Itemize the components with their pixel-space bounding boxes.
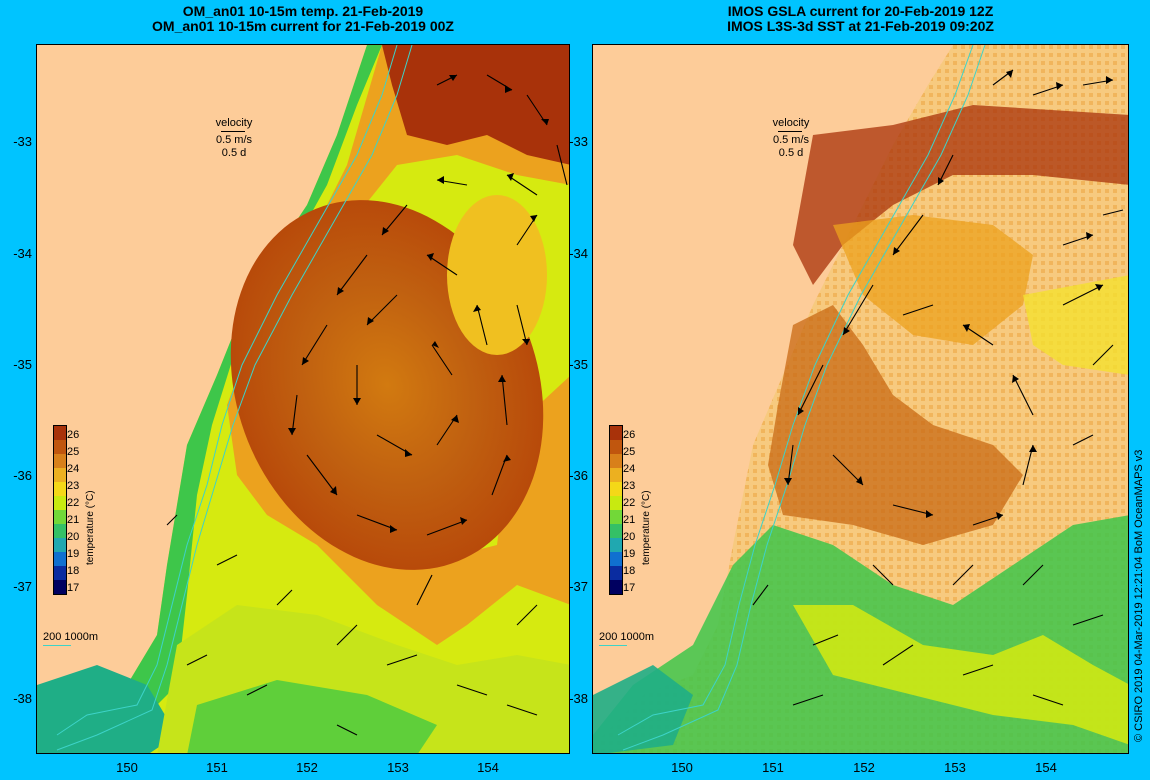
colorbar-label: 19 — [67, 548, 80, 560]
velocity-speed: 0.5 m/s — [772, 134, 810, 146]
isobath-labels: 200 1000m — [599, 631, 655, 643]
y-tick: -35 — [569, 357, 588, 372]
isobath-200m — [56, 45, 398, 736]
colorbar-label: 24 — [623, 463, 636, 475]
colorbar-label: 24 — [67, 463, 80, 475]
colorbar-label: 25 — [623, 446, 636, 458]
sst-warm-north — [793, 105, 1128, 285]
velocity-label: velocity — [215, 117, 253, 129]
y-tick: -37 — [569, 579, 588, 594]
colorbar-unit: temperature (°C) — [641, 490, 652, 565]
colorbar-unit: temperature (°C) — [85, 490, 96, 565]
velocity-scale-arrow — [194, 130, 274, 134]
colorbar-label: 20 — [623, 531, 636, 543]
colorbar-label: 26 — [623, 429, 636, 441]
cool-water-southwest — [37, 665, 177, 753]
y-tick: -38 — [569, 691, 588, 706]
velocity-time: 0.5 d — [778, 147, 804, 159]
sst-warm-eddy — [768, 305, 1023, 545]
current-arrowheads — [288, 75, 549, 533]
colorbar-label: 20 — [67, 531, 80, 543]
left-panel-title: OM_an01 10-15m temp. 21-Feb-2019 OM_an01… — [37, 4, 569, 34]
yellow-core-east — [447, 195, 547, 355]
velocity-legend: velocity 0.5 m/s 0.5 d — [194, 117, 274, 160]
sst-yellow-south — [793, 605, 1128, 745]
colorbar-label: 21 — [67, 514, 80, 526]
colorbar-label: 26 — [67, 429, 80, 441]
temperature-colorbar — [609, 425, 623, 595]
x-tick: 153 — [387, 760, 409, 775]
isobath-legend-line — [43, 645, 71, 646]
right-panel-title: IMOS GSLA current for 20-Feb-2019 12Z IM… — [593, 4, 1128, 34]
copyright-notice: © CSIRO 2019 04-Mar-2019 12:21:04 BoM Oc… — [1133, 449, 1145, 742]
velocity-time: 0.5 d — [221, 147, 247, 159]
isobath-200m — [617, 45, 974, 736]
x-tick: 154 — [1035, 760, 1057, 775]
right-title-line1: IMOS GSLA current for 20-Feb-2019 12Z — [727, 3, 994, 19]
y-tick: -34 — [13, 246, 32, 261]
colorbar-label: 17 — [67, 582, 80, 594]
observed-sst-map[interactable]: velocity 0.5 m/s 0.5 d 26 25 24 23 22 21… — [592, 44, 1129, 754]
sst-cool-southwest — [593, 665, 693, 753]
south-green-filament — [187, 680, 437, 753]
y-tick: -38 — [13, 691, 32, 706]
x-tick: 151 — [206, 760, 228, 775]
model-map-graphic — [37, 45, 569, 753]
y-tick: -33 — [569, 134, 588, 149]
left-title-line2: OM_an01 10-15m current for 21-Feb-2019 0… — [152, 18, 454, 34]
isobath-labels: 200 1000m — [43, 631, 99, 643]
colorbar-label: 18 — [67, 565, 80, 577]
colorbar-label: 19 — [623, 548, 636, 560]
colorbar-label: 21 — [623, 514, 636, 526]
y-tick: -37 — [13, 579, 32, 594]
colorbar-label: 22 — [67, 497, 80, 509]
isobath-1000m — [622, 45, 986, 751]
sst-warm-mid — [833, 215, 1033, 345]
colorbar-label: 22 — [623, 497, 636, 509]
velocity-scale-arrow — [751, 130, 831, 134]
sst-yellow-east — [1023, 275, 1128, 375]
colorbar-label: 17 — [623, 582, 636, 594]
y-tick: -36 — [569, 468, 588, 483]
colorbar-label: 18 — [623, 565, 636, 577]
isobath-legend-line — [599, 645, 627, 646]
model-temperature-map[interactable]: velocity 0.5 m/s 0.5 d 26 25 24 23 22 21… — [36, 44, 570, 754]
colorbar-label: 23 — [623, 480, 636, 492]
current-arrowheads — [784, 70, 1113, 520]
sst-map-graphic — [593, 45, 1128, 753]
y-tick: -33 — [13, 134, 32, 149]
y-tick: -36 — [13, 468, 32, 483]
x-tick: 150 — [671, 760, 693, 775]
isobath-legend: 200 1000m — [43, 631, 99, 646]
left-title-line1: OM_an01 10-15m temp. 21-Feb-2019 — [182, 3, 424, 19]
velocity-label: velocity — [772, 117, 810, 129]
x-tick: 150 — [116, 760, 138, 775]
x-tick: 152 — [296, 760, 318, 775]
colorbar-label: 23 — [67, 480, 80, 492]
isobath-legend: 200 1000m — [599, 631, 655, 646]
right-title-line2: IMOS L3S-3d SST at 21-Feb-2019 09:20Z — [727, 18, 994, 34]
velocity-speed: 0.5 m/s — [215, 134, 253, 146]
x-tick: 151 — [762, 760, 784, 775]
temperature-colorbar — [53, 425, 67, 595]
y-tick: -34 — [569, 246, 588, 261]
x-tick: 154 — [477, 760, 499, 775]
x-tick: 153 — [944, 760, 966, 775]
x-tick: 152 — [853, 760, 875, 775]
warm-water-north — [382, 45, 569, 165]
colorbar-label: 25 — [67, 446, 80, 458]
isobath-1000m — [56, 45, 413, 751]
velocity-legend: velocity 0.5 m/s 0.5 d — [751, 117, 831, 160]
y-tick: -35 — [13, 357, 32, 372]
